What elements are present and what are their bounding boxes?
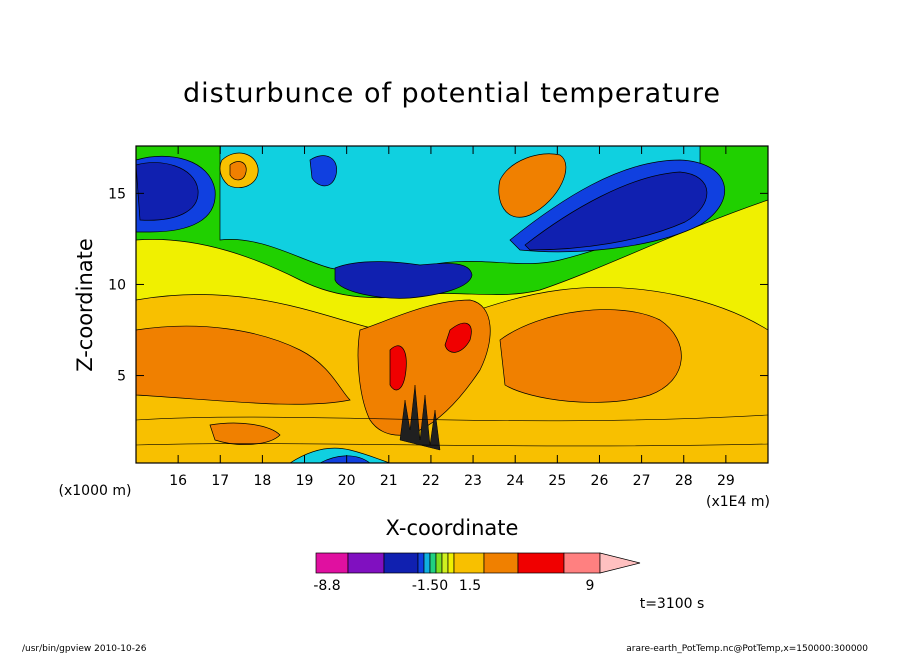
x-tick-label: 21 [380, 473, 398, 489]
contour-upper-pos [498, 153, 567, 218]
x-tick-label: 18 [253, 473, 271, 489]
y-tick-label: 5 [117, 369, 126, 385]
colorbar-bin [417, 552, 425, 574]
colorbar-label: 1.5 [459, 578, 481, 594]
colorbar-bin [441, 552, 449, 574]
colorbar-bin [483, 552, 519, 574]
x-tick-label: 16 [169, 473, 187, 489]
colorbar-bin [563, 552, 601, 574]
y-axis-ticks: 5 10 15 [108, 186, 768, 385]
contour-upper-right-core [524, 171, 708, 251]
x-tick-label: 20 [338, 473, 356, 489]
x-tick-label: 23 [464, 473, 482, 489]
contour-right-lobe [499, 309, 682, 403]
contour-updraft-core-2 [444, 322, 472, 353]
contour-turbulent-wake [399, 384, 441, 451]
x-unit-right: (x1E4 m) [706, 494, 770, 510]
x-tick-label: 28 [675, 473, 693, 489]
time-annotation: t=3100 s [640, 596, 705, 612]
x-tick-label: 26 [591, 473, 609, 489]
colorbar-bin [517, 552, 565, 574]
contour-bottom-cyan [289, 447, 391, 463]
x-tick-label: 25 [548, 473, 566, 489]
x-tick-label: 24 [506, 473, 524, 489]
colorbar-bin [435, 552, 443, 574]
y-tick-label: 15 [108, 186, 126, 202]
colorbar-bin [429, 552, 437, 574]
contour-upper-mid-neg [309, 155, 337, 187]
y-tick-label: 10 [108, 277, 126, 293]
x-axis-ticks: 16 17 18 19 20 21 22 23 24 25 26 27 28 29 [169, 146, 735, 489]
contour-line-1 [136, 414, 768, 422]
colorbar-bin [383, 552, 419, 574]
y-axis-label: Z-coordinate [73, 238, 97, 372]
contour-upper-small-core [229, 161, 247, 181]
x-axis-label: X-coordinate [386, 516, 519, 540]
x-tick-label: 27 [633, 473, 651, 489]
x-tick-label: 22 [422, 473, 440, 489]
contour-updraft-core [389, 345, 407, 391]
colorbar-bin [315, 552, 349, 574]
plot-frame [135, 145, 769, 464]
footer-source: arare-earth_PotTemp.nc@PotTemp,x=150000:… [626, 644, 868, 654]
colorbar-label: -1.50 [412, 578, 448, 594]
plot-area: 16 17 18 19 20 21 22 23 24 25 26 27 28 29 5 10 15 [108, 145, 769, 489]
colorbar-bin [423, 552, 431, 574]
footer-program: /usr/bin/gpview 2010-10-26 [22, 644, 147, 654]
colorbar-bin [347, 552, 385, 574]
colorbar-label: -8.8 [313, 578, 340, 594]
contour-upper-left-core [136, 162, 199, 221]
x-tick-label: 19 [296, 473, 314, 489]
colorbar-extension [599, 552, 641, 574]
chart-title: disturbunce of potential temperature [183, 78, 721, 109]
x-unit-left: (x1000 m) [59, 483, 132, 499]
colorbar-bin [447, 552, 455, 574]
colorbar-bin [453, 552, 485, 574]
colorbar: -8.8 -1.50 1.5 9 [313, 552, 641, 594]
contour-line-2 [136, 443, 768, 447]
contour-left-lobe [136, 325, 351, 405]
x-tick-label: 17 [211, 473, 229, 489]
contour-central-neg [334, 261, 473, 299]
colorbar-label: 9 [586, 578, 595, 594]
x-tick-label: 29 [717, 473, 735, 489]
